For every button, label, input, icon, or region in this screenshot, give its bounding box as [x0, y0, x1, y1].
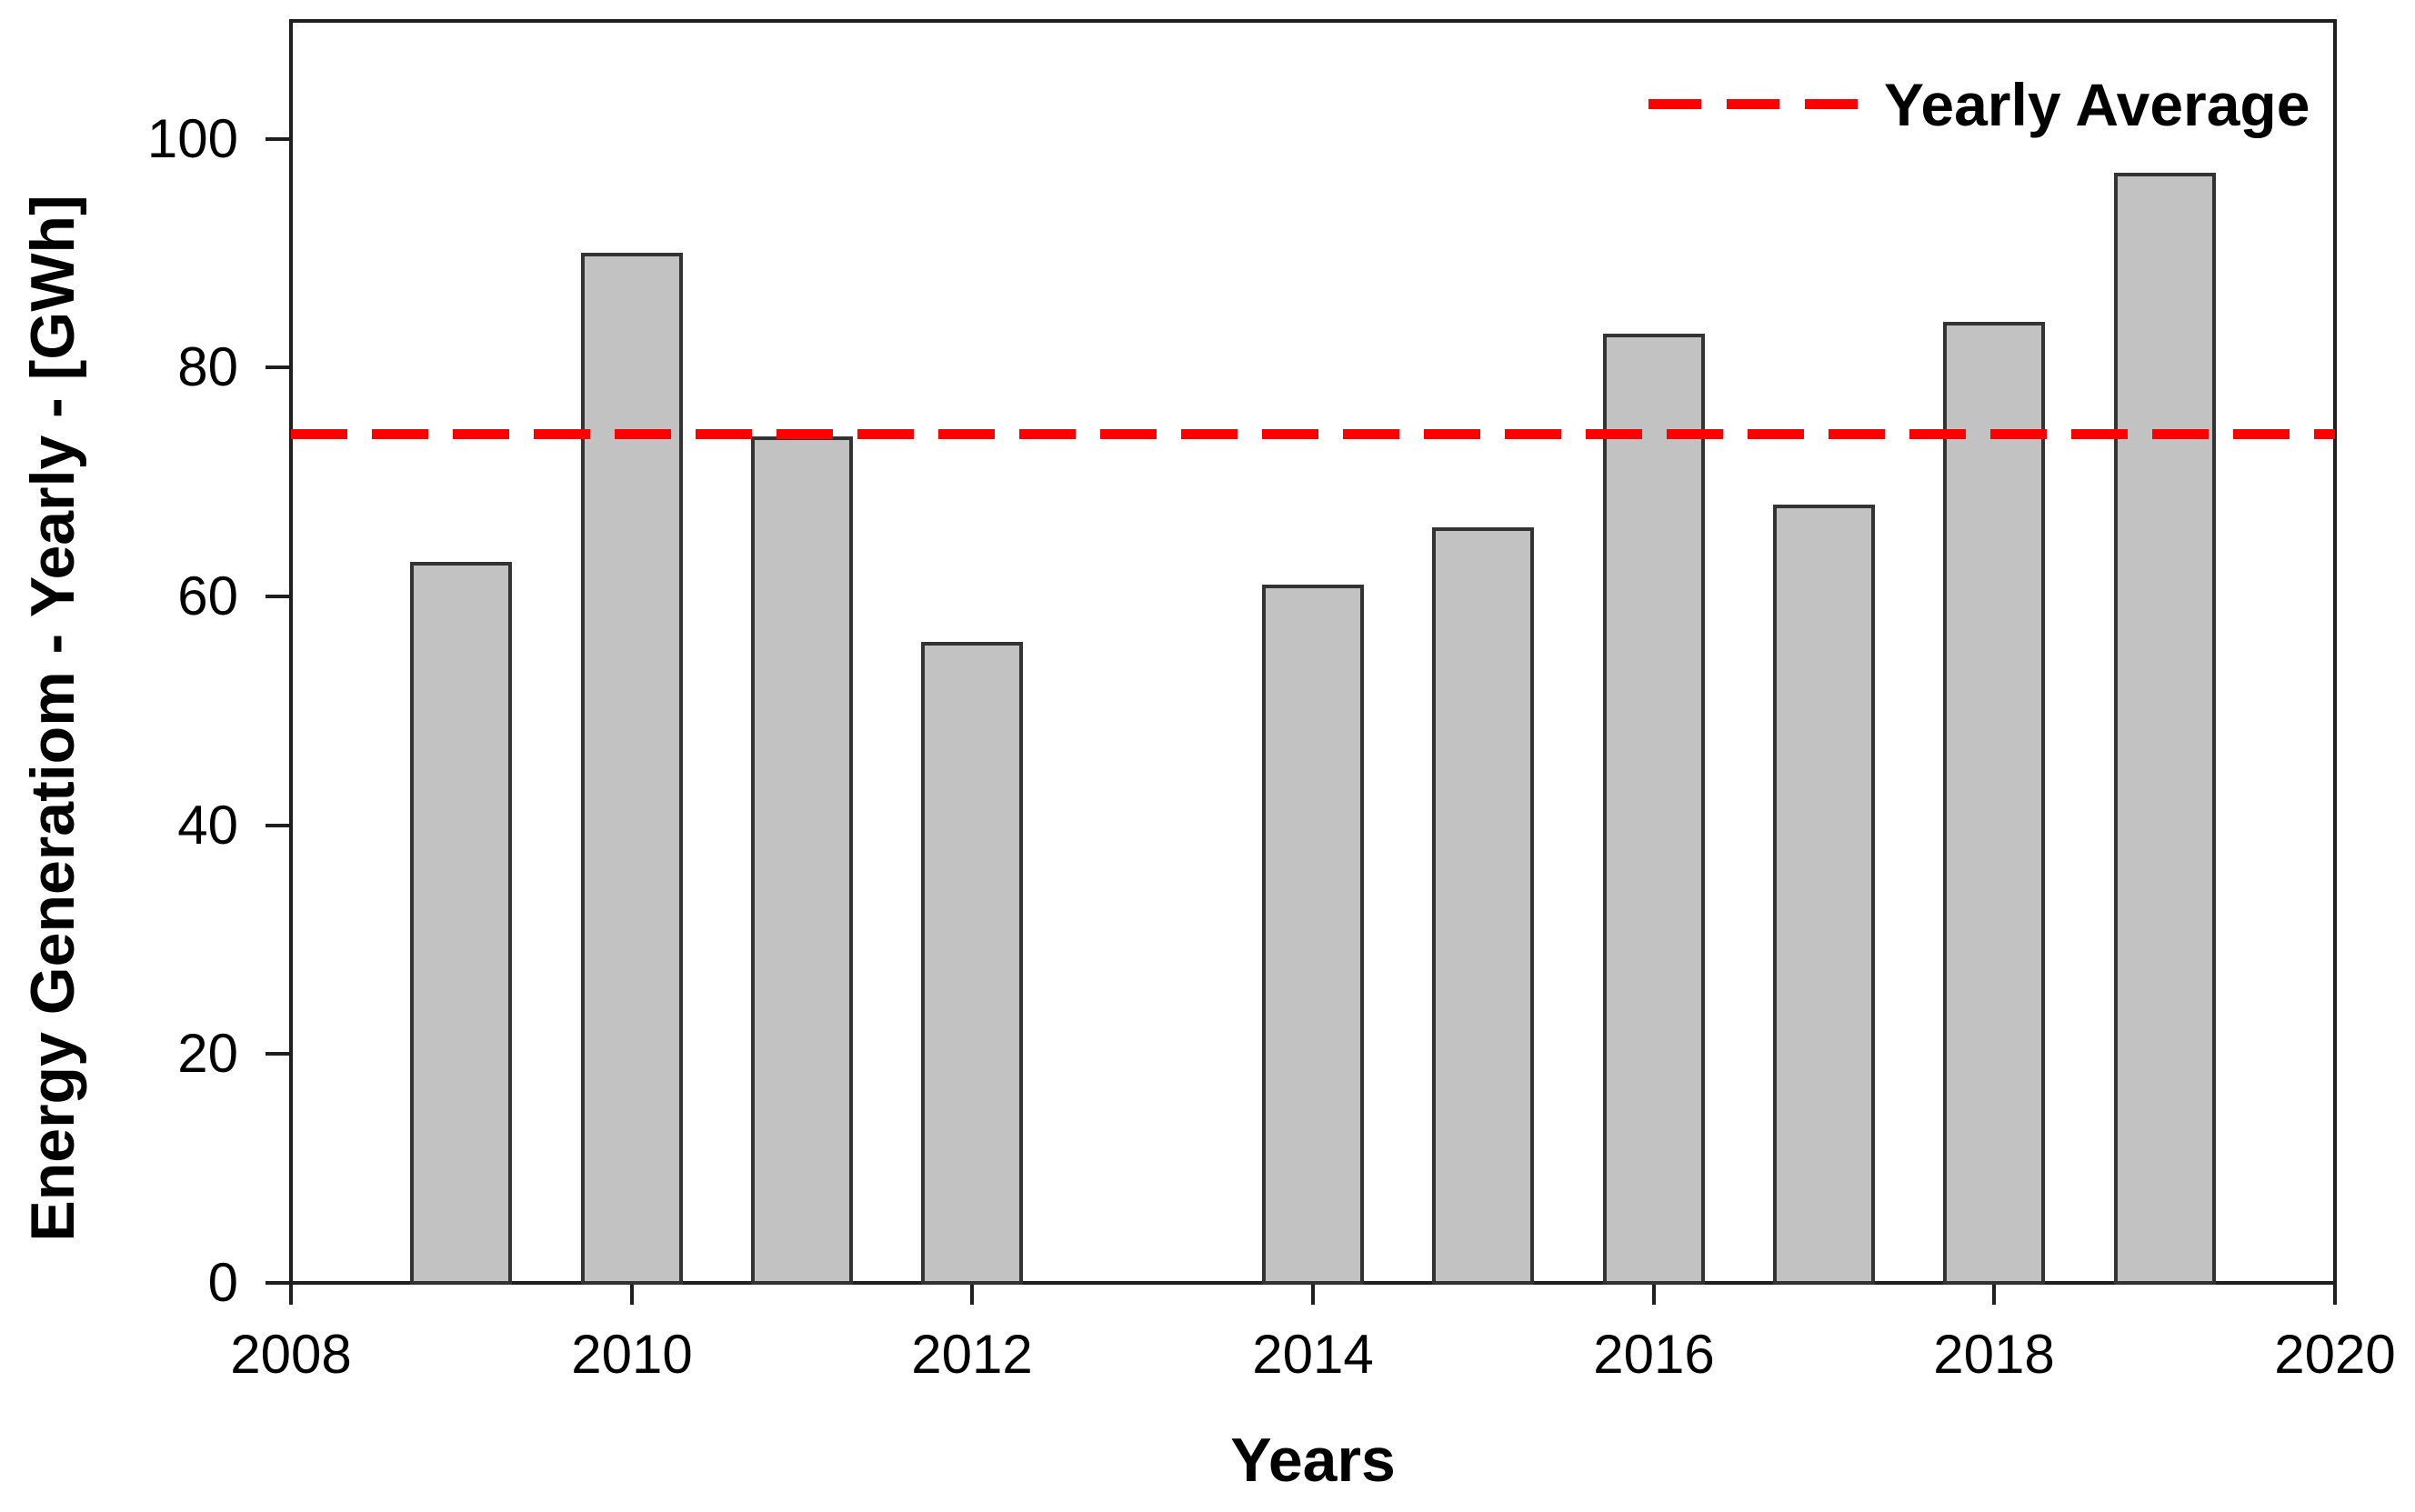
y-tick-label-80: 80: [177, 336, 238, 397]
x-tick-label-2008: 2008: [230, 1324, 352, 1385]
x-tick-2014: [1311, 1285, 1315, 1305]
y-tick-40: [266, 824, 289, 827]
bar-2011: [751, 436, 853, 1285]
x-tick-label-2012: 2012: [911, 1324, 1033, 1385]
bar-2017: [1773, 505, 1875, 1285]
y-tick-60: [266, 595, 289, 598]
bar-2010: [581, 253, 683, 1285]
legend-label: Yearly Average: [1884, 71, 2310, 138]
yearly-average-line: [291, 429, 2335, 439]
y-tick-label-60: 60: [177, 566, 238, 626]
y-tick-label-100: 100: [146, 108, 238, 169]
bar-2014: [1262, 585, 1364, 1285]
x-tick-2018: [1992, 1285, 1996, 1305]
y-tick-100: [266, 137, 289, 141]
bar-2018: [1943, 322, 2045, 1285]
y-tick-label-0: 0: [207, 1252, 238, 1313]
x-tick-label-2018: 2018: [1933, 1324, 2055, 1385]
bar-2012: [921, 642, 1023, 1285]
legend-dashed-line-swatch: [1648, 99, 1858, 109]
y-tick-label-40: 40: [177, 795, 238, 856]
bar-2019: [2114, 173, 2216, 1285]
x-tick-label-2020: 2020: [2274, 1324, 2396, 1385]
x-tick-label-2010: 2010: [571, 1324, 693, 1385]
bar-2009: [410, 562, 512, 1285]
y-tick-80: [266, 365, 289, 369]
y-axis-title: Energy Generatiom - Yearly - [GWh]: [18, 195, 87, 1242]
y-tick-20: [266, 1052, 289, 1056]
x-tick-2016: [1652, 1285, 1656, 1305]
x-tick-label-2014: 2014: [1252, 1324, 1374, 1385]
x-tick-2010: [630, 1285, 634, 1305]
x-tick-label-2016: 2016: [1593, 1324, 1715, 1385]
bar-2016: [1603, 334, 1705, 1285]
bar-2015: [1432, 527, 1534, 1285]
x-tick-2012: [970, 1285, 974, 1305]
y-tick-0: [266, 1281, 289, 1285]
x-tick-2008: [289, 1285, 293, 1305]
y-tick-label-20: 20: [177, 1023, 238, 1084]
x-tick-2020: [2333, 1285, 2337, 1305]
x-axis-title: Years: [1230, 1426, 1396, 1495]
